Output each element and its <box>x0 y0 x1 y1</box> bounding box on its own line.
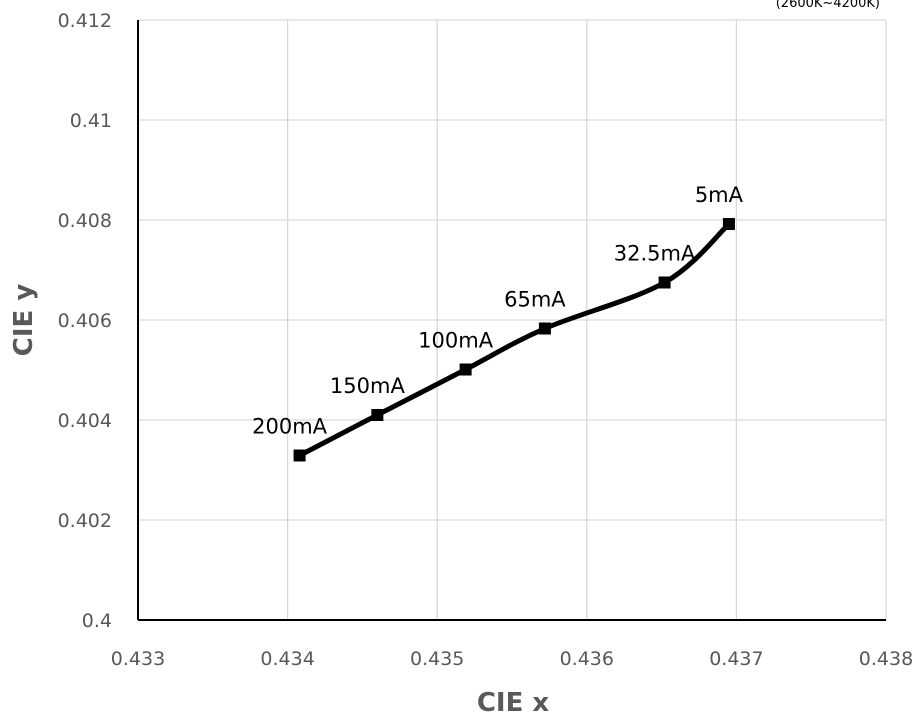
x-tick-label: 0.435 <box>410 648 464 670</box>
data-point-label: 5mA <box>695 183 744 207</box>
x-tick-labels: 0.433 0.434 0.435 0.436 0.437 0.438 <box>111 648 913 670</box>
y-axis-title: CIE y <box>9 284 39 357</box>
data-point-marker <box>538 322 551 335</box>
series <box>293 218 735 462</box>
data-point-label: 32.5mA <box>614 242 696 266</box>
y-tick-label: 0.406 <box>58 310 112 332</box>
x-tick-label: 0.434 <box>260 648 314 670</box>
data-point-label: 200mA <box>252 415 328 439</box>
gridlines <box>137 19 887 621</box>
y-tick-label: 0.408 <box>58 210 112 232</box>
x-tick-label: 0.436 <box>560 648 614 670</box>
data-point-label: 100mA <box>418 329 494 353</box>
y-tick-label: 0.404 <box>58 410 112 432</box>
data-point-label: 150mA <box>330 374 406 398</box>
data-point-marker <box>293 449 306 462</box>
y-tick-label: 0.412 <box>58 10 112 32</box>
data-point-marker <box>371 409 384 421</box>
x-axis-title: CIE x <box>477 688 550 718</box>
data-point-marker <box>658 276 671 289</box>
y-tick-labels: 0.4 0.402 0.404 0.406 0.408 0.41 0.412 <box>58 10 112 632</box>
data-point-marker <box>722 218 735 230</box>
axes <box>137 20 886 621</box>
y-tick-label: 0.41 <box>70 110 112 132</box>
corner-note: (2600K~4200K) <box>776 0 880 11</box>
y-tick-label: 0.4 <box>82 610 112 632</box>
x-tick-label: 0.433 <box>111 648 165 670</box>
data-point-marker <box>459 363 472 376</box>
x-tick-label: 0.437 <box>709 648 763 670</box>
x-tick-label: 0.438 <box>859 648 913 670</box>
data-point-label: 65mA <box>504 288 566 312</box>
y-tick-label: 0.402 <box>58 510 112 532</box>
